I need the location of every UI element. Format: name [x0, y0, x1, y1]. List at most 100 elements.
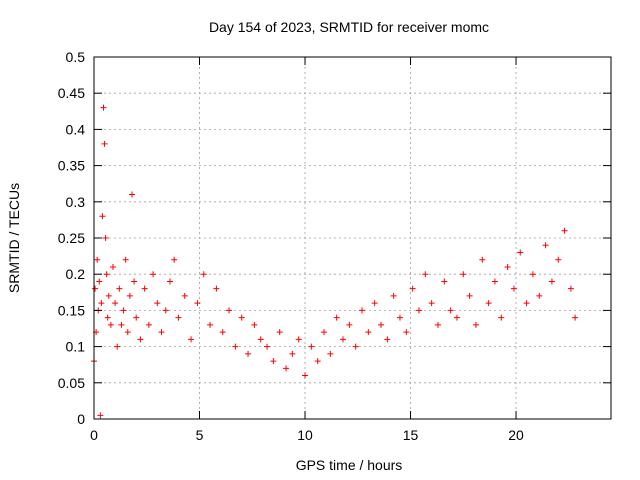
data-point: [548, 278, 555, 285]
x-tick-label: 20: [508, 427, 524, 443]
data-point: [434, 321, 441, 328]
data-point: [124, 329, 131, 336]
y-tick-label: 0: [77, 411, 85, 427]
data-point: [567, 285, 574, 292]
data-point: [485, 300, 492, 307]
data-point: [128, 191, 135, 198]
data-point: [453, 314, 460, 321]
data-point: [555, 256, 562, 263]
data-point: [523, 300, 530, 307]
data-point: [517, 249, 524, 256]
y-tick-label: 0.35: [58, 158, 85, 174]
y-tick-label: 0.25: [58, 230, 85, 246]
data-point: [200, 271, 207, 278]
data-point: [105, 292, 112, 299]
data-point: [188, 336, 195, 343]
data-point: [103, 271, 110, 278]
plot-frame: [93, 56, 612, 420]
data-point: [403, 329, 410, 336]
data-point: [133, 314, 140, 321]
data-point: [302, 372, 309, 379]
data-point: [472, 321, 479, 328]
data-point: [572, 314, 579, 321]
data-point: [340, 336, 347, 343]
data-point: [94, 256, 101, 263]
data-point: [99, 213, 106, 220]
data-point: [283, 365, 290, 372]
data-point: [321, 329, 328, 336]
data-point: [333, 314, 340, 321]
data-point: [371, 300, 378, 307]
data-point: [213, 285, 220, 292]
data-point: [104, 314, 111, 321]
data-point: [154, 300, 161, 307]
data-point: [238, 314, 245, 321]
data-point: [162, 307, 169, 314]
data-point: [510, 285, 517, 292]
data-point: [352, 343, 359, 350]
y-tick-label: 0.2: [66, 266, 86, 282]
data-point: [141, 285, 148, 292]
data-point: [447, 307, 454, 314]
data-point: [264, 343, 271, 350]
data-point: [415, 307, 422, 314]
data-point: [396, 314, 403, 321]
data-point: [314, 358, 321, 365]
data-point: [166, 278, 173, 285]
data-point: [308, 343, 315, 350]
y-tick-label: 0.15: [58, 302, 85, 318]
y-tick-label: 0.3: [66, 194, 86, 210]
y-axis-ticks: 0 0.05 0.1 0.15 0.2 0.25 0.3 0.35 0.4 0.45 0.5: [58, 49, 611, 427]
data-point: [561, 227, 568, 234]
x-axis-label: GPS time / hours: [296, 457, 403, 473]
data-point: [384, 336, 391, 343]
x-tick-label: 5: [196, 427, 204, 443]
data-point: [219, 329, 226, 336]
data-point: [257, 336, 264, 343]
data-point: [479, 256, 486, 263]
data-point: [107, 321, 114, 328]
data-point: [100, 104, 107, 111]
data-point: [158, 329, 165, 336]
data-point: [109, 263, 116, 270]
data-point: [118, 321, 125, 328]
data-point: [207, 321, 214, 328]
x-tick-label: 0: [90, 427, 98, 443]
data-point: [466, 292, 473, 299]
data-point: [491, 278, 498, 285]
data-point: [120, 307, 127, 314]
data-point: [92, 285, 99, 292]
grid-lines: [93, 56, 611, 420]
data-point: [112, 300, 119, 307]
data-point: [346, 321, 353, 328]
data-point: [365, 329, 372, 336]
data-point: [137, 336, 144, 343]
y-tick-label: 0.5: [66, 49, 86, 65]
data-point: [289, 350, 296, 357]
data-point: [101, 140, 108, 147]
y-tick-label: 0.05: [58, 375, 85, 391]
data-point: [175, 314, 182, 321]
data-point: [409, 285, 416, 292]
x-tick-label: 15: [403, 427, 419, 443]
chart-title: Day 154 of 2023, SRMTID for receiver mom…: [209, 19, 489, 35]
data-point: [270, 358, 277, 365]
y-tick-label: 0.4: [66, 121, 86, 137]
data-point: [97, 412, 104, 419]
data-points: [91, 104, 579, 419]
y-tick-label: 0.45: [58, 85, 85, 101]
data-point: [181, 292, 188, 299]
data-point: [422, 271, 429, 278]
data-point: [536, 292, 543, 299]
data-point: [122, 256, 129, 263]
data-point: [441, 278, 448, 285]
data-point: [504, 263, 511, 270]
data-point: [377, 321, 384, 328]
data-point: [327, 350, 334, 357]
data-point: [276, 329, 283, 336]
data-point: [126, 292, 133, 299]
data-point: [390, 292, 397, 299]
data-point: [131, 278, 138, 285]
x-axis-ticks: 0 5 10 15 20: [90, 57, 524, 443]
data-point: [542, 242, 549, 249]
